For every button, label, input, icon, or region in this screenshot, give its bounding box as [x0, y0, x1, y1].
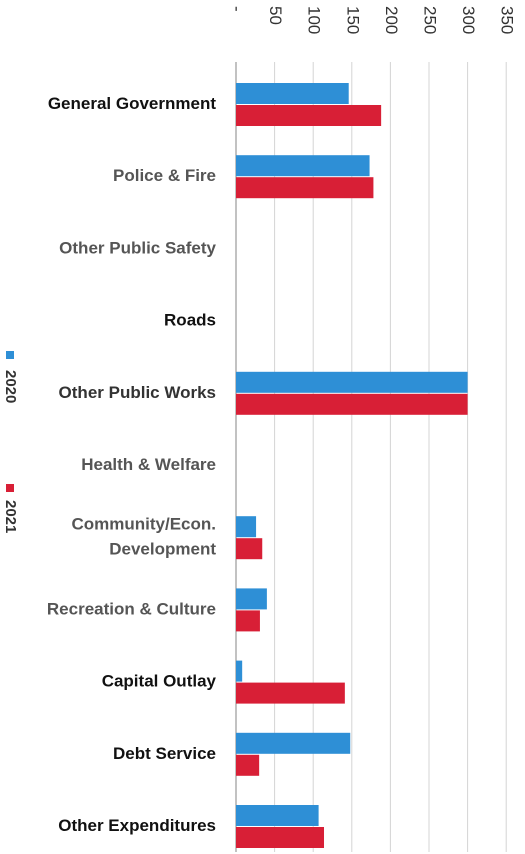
bar-2021-7	[236, 610, 260, 632]
category-label-4-0: Other Public Works	[59, 383, 216, 402]
bar-2020-8	[236, 660, 243, 682]
tick-label-250: 250	[421, 6, 440, 34]
tick-label-150: 150	[343, 6, 362, 34]
legend: 2020 2021	[2, 351, 19, 533]
tick-label-200: 200	[382, 6, 401, 34]
legend-label-2020: 2020	[2, 370, 19, 403]
category-label-9-0: Debt Service	[113, 744, 216, 763]
bar-2020-10	[236, 805, 319, 826]
bar-2021-1	[236, 177, 374, 199]
bar-2021-8	[236, 682, 345, 704]
legend-label-2021: 2021	[2, 500, 19, 533]
bar-2020-0	[236, 83, 349, 104]
bar-2021-6	[236, 538, 263, 560]
tick-label-50: 50	[266, 6, 285, 25]
category-label-6-1: Development	[109, 540, 216, 559]
bar-2020-6	[236, 516, 257, 538]
bar-2021-10	[236, 827, 325, 848]
legend-swatch-2021	[6, 484, 14, 492]
category-label-1-0: Police & Fire	[113, 166, 216, 185]
category-label-2-0: Other Public Safety	[59, 238, 216, 257]
tick-label-100: 100	[305, 6, 324, 34]
bar-2020-9	[236, 732, 351, 754]
category-label-7-0: Recreation & Culture	[47, 599, 216, 618]
bars	[236, 83, 468, 848]
x-axis-ticks: - 50 100 150 200 250 300 350	[228, 6, 517, 34]
bar-2021-9	[236, 754, 260, 776]
legend-swatch-2020	[6, 351, 14, 359]
tick-label--: -	[228, 6, 247, 12]
category-label-10-0: Other Expenditures	[58, 816, 216, 835]
category-label-5-0: Health & Welfare	[81, 455, 216, 474]
category-label-3-0: Roads	[164, 311, 216, 330]
tick-label-350: 350	[498, 6, 517, 34]
bar-2021-0	[236, 105, 382, 126]
category-label-8-0: Capital Outlay	[102, 672, 217, 691]
category-label-0-0: General Government	[48, 94, 217, 113]
category-labels: General Government Police & Fire Other Pub…	[47, 94, 217, 835]
bar-2020-7	[236, 588, 267, 610]
tick-label-300: 300	[459, 6, 478, 34]
bar-2020-1	[236, 155, 370, 177]
bar-2020-4	[236, 371, 468, 393]
category-label-6-0: Community/Econ.	[71, 515, 216, 534]
bar-2021-4	[236, 393, 468, 415]
